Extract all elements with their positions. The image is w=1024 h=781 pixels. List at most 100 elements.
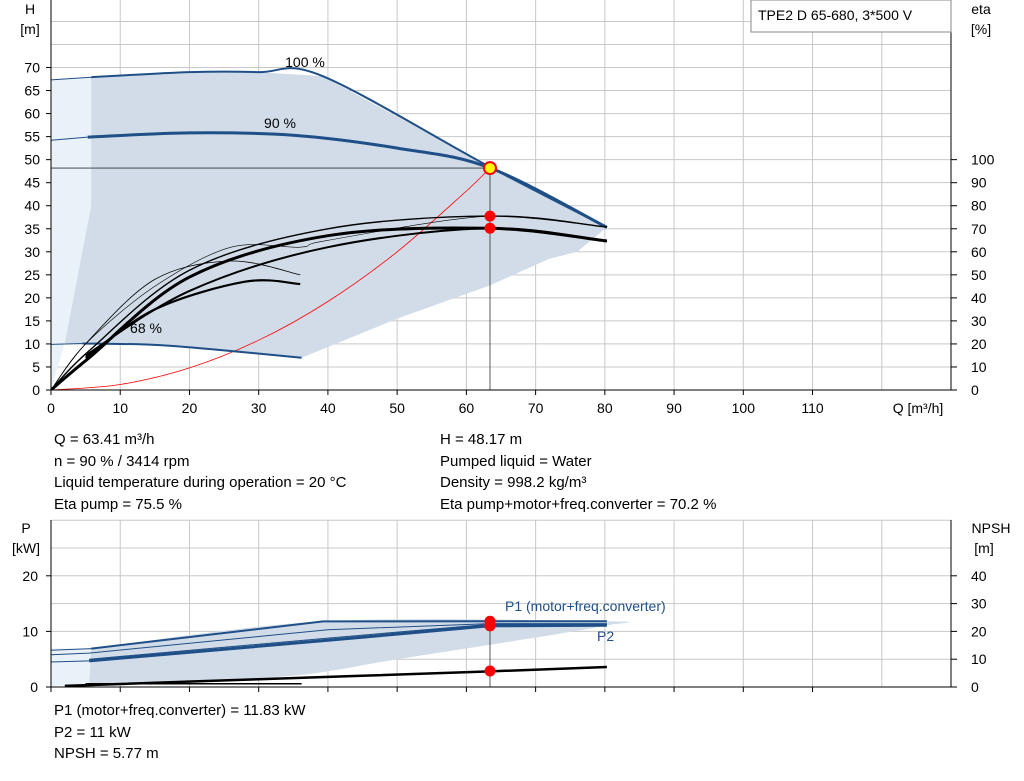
y-tick-label: 5 (32, 359, 40, 375)
head-curve-68-pct (82, 342, 302, 359)
x-tick-label: 110 (801, 400, 824, 416)
p2-curve-thin (89, 623, 607, 660)
y2-tick-label: 80 (971, 198, 987, 214)
curve-label-90: 90 % (264, 115, 296, 131)
p-tick-label: 0 (30, 679, 38, 695)
info-eta-pump: Eta pump = 75.5 % (54, 495, 182, 513)
x-axis-label: Q [m³/h] (893, 400, 944, 416)
efficiency-curve (85, 227, 608, 357)
x-tick-label: 20 (182, 400, 198, 416)
y-axis-unit-h: [m] (20, 21, 39, 37)
curve-label-p1: P1 (motor+freq.converter) (505, 598, 666, 614)
y2-tick-label: 90 (971, 175, 987, 191)
duty-point-npsh (484, 665, 496, 677)
efficiency-curve (51, 215, 607, 390)
info-temperature: Liquid temperature during operation = 20… (54, 474, 347, 491)
y2-tick-label: 50 (971, 267, 987, 283)
y-tick-label: 15 (24, 313, 40, 329)
axes: 0 10 20 30 40 50 60 70 80 90 100 110051015202530354… (22, 0, 995, 695)
y2-axis-label-eta: eta (971, 1, 991, 17)
head-curve-lead (51, 136, 88, 141)
x-tick-label: 90 (666, 400, 682, 416)
x-tick-label: 100 (732, 400, 756, 416)
p2-curve (88, 623, 607, 663)
y-tick-label: 40 (24, 198, 40, 214)
y-axis-label-h: H (25, 1, 35, 17)
npsh-tick-label: 30 (971, 596, 987, 612)
x-tick-label: 40 (320, 400, 336, 416)
curve-label-68: 68 % (130, 320, 162, 336)
info-p1: P1 (motor+freq.converter) = 11.83 kW (54, 702, 306, 719)
p1-lead (51, 648, 92, 651)
y2-tick-label: 0 (971, 382, 979, 398)
x-tick-label: 80 (597, 400, 613, 416)
y-axis-label-p: P (21, 520, 30, 536)
x-tick-label: 0 (47, 400, 55, 416)
y2-axis-unit-eta: [%] (971, 21, 991, 37)
y2-tick-label: 20 (971, 336, 987, 352)
duty-point-p2 (484, 620, 496, 632)
y-tick-label: 50 (24, 152, 40, 168)
y2-tick-label: 100 (971, 152, 995, 168)
head-curve-lead (51, 343, 83, 345)
npsh-tick-label: 40 (971, 568, 987, 584)
y2-tick-label: 30 (971, 313, 987, 329)
y2-tick-label: 40 (971, 290, 987, 306)
y2-tick-label: 60 (971, 244, 987, 260)
y2-tick-label: 70 (971, 221, 987, 237)
head-curve-90-pct (87, 131, 608, 229)
curves (51, 67, 608, 688)
head-curve-lead (51, 76, 92, 81)
y-tick-label: 55 (24, 129, 40, 145)
system-curve (51, 167, 491, 390)
y-tick-label: 70 (24, 60, 40, 76)
duty-info-right: H = 48.17 m Pumped liquid = Water Densit… (440, 429, 716, 515)
p-tick-label: 20 (22, 568, 38, 584)
power-info: P1 (motor+freq.converter) = 11.83 kW P2 … (54, 700, 306, 765)
p2-lead (51, 660, 90, 663)
x-tick-label: 60 (459, 400, 475, 416)
info-speed: n = 90 % / 3414 rpm (54, 452, 190, 470)
chart-title: TPE2 D 65-680, 3*500 V (758, 7, 913, 23)
npsh-tick-label: 10 (971, 651, 987, 667)
y-axis-unit-p: [kW] (12, 540, 40, 556)
grid (50, 0, 952, 687)
y-tick-label: 45 (24, 175, 40, 191)
y-tick-label: 25 (24, 267, 40, 283)
duty-point-eta-pump (484, 210, 496, 222)
y2-axis-label-npsh: NPSH (972, 520, 1011, 536)
power-envelope (89, 619, 630, 685)
p-tick-label: 10 (22, 623, 38, 639)
x-tick-label: 10 (112, 400, 128, 416)
duty-point-eta-total (484, 222, 496, 234)
info-head: H = 48.17 m (440, 431, 523, 448)
curve-label-100: 100 % (285, 54, 325, 70)
info-eta-total: Eta pump+motor+freq.converter = 70.2 % (440, 495, 717, 513)
title-box (750, 0, 952, 33)
y2-axis-unit-npsh: [m] (974, 540, 993, 556)
y-tick-label: 60 (24, 106, 40, 122)
y-tick-label: 20 (24, 290, 40, 306)
x-tick-label: 50 (389, 400, 405, 416)
head-curves (51, 67, 608, 390)
info-liquid: Pumped liquid = Water (440, 452, 592, 470)
info-p2: P2 = 11 kW (54, 723, 131, 741)
info-npsh: NPSH = 5.77 m (54, 745, 159, 762)
y-tick-label: 30 (24, 244, 40, 260)
npsh-tick-label: 20 (971, 623, 987, 639)
y2-tick-label: 10 (971, 359, 987, 375)
x-tick-label: 30 (251, 400, 267, 416)
y-tick-label: 65 (24, 83, 40, 99)
y-tick-label: 35 (24, 221, 40, 237)
y-tick-label: 0 (32, 382, 40, 398)
y-tick-label: 10 (24, 336, 40, 352)
p1-curve (91, 620, 607, 650)
duty-point-head (482, 161, 497, 176)
operating-range-envelope (51, 72, 630, 686)
low-flow-region (51, 77, 92, 390)
curve-label-p2: P2 (597, 628, 614, 644)
power-curves (51, 615, 607, 688)
p1-curve-thin (51, 623, 607, 656)
duty-info-left: Q = 63.41 m³/h n = 90 % / 3414 rpm Liqui… (54, 429, 346, 515)
